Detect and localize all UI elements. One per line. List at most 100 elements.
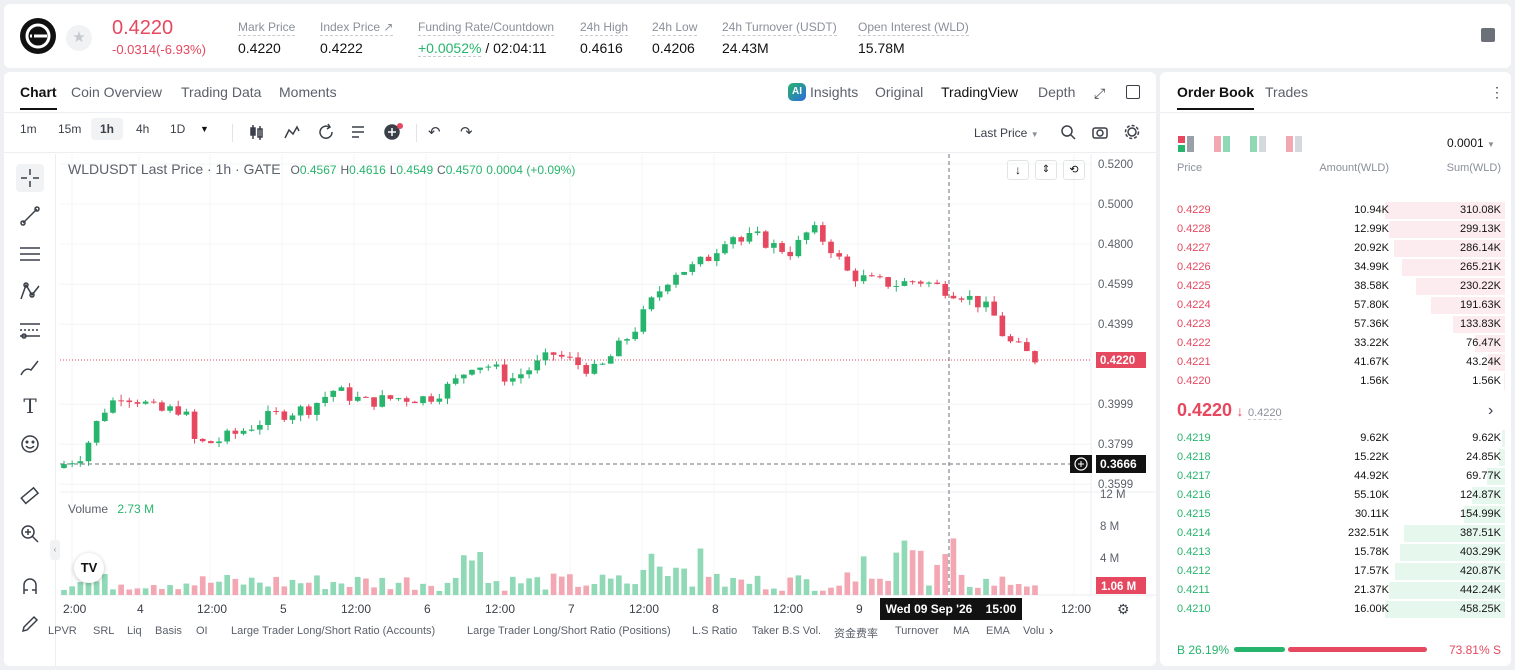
fullscreen-icon[interactable]: ⤢ (1094, 85, 1106, 101)
asks-row[interactable]: 0.4227 20.92K 286.14K (1160, 239, 1511, 258)
asks-row[interactable]: 0.4229 10.94K 310.08K (1160, 201, 1511, 220)
candlestick-chart[interactable]: 0.5200 0.5000 0.4800 0.4599 0.4399 0.3999 0.37… (4, 72, 1156, 666)
volume-bar (379, 577, 386, 595)
indicator-9[interactable]: 资金费率 (834, 628, 878, 640)
interval-15m[interactable]: 15m (58, 122, 82, 136)
volume-bar (509, 576, 516, 595)
price-type-select[interactable]: Last Price ▼ (974, 126, 1039, 140)
zoom-icon[interactable] (16, 520, 44, 548)
bids-row[interactable]: 0.4216 55.10K 124.87K (1160, 486, 1511, 505)
collapse-icon[interactable]: ⇕ (1035, 160, 1057, 180)
redo-icon[interactable]: ↷ (460, 124, 473, 141)
lock-pencil-icon[interactable] (16, 610, 44, 638)
bids-row[interactable]: 0.4215 30.11K 154.99K (1160, 505, 1511, 524)
candle-body (811, 225, 818, 233)
volume-bar (265, 586, 271, 595)
fib-icon[interactable] (16, 316, 44, 344)
more-icon[interactable]: ⋮ (1490, 84, 1504, 100)
favorite-star-icon[interactable]: ★ (66, 25, 92, 51)
asks-row[interactable]: 0.4228 12.99K 299.13K (1160, 220, 1511, 239)
brush-icon[interactable] (16, 354, 44, 382)
bids-row[interactable]: 0.4219 9.62K 9.62K (1160, 429, 1511, 448)
volume-bar (110, 589, 116, 595)
ob-tab-order-book[interactable]: Order Book (1177, 84, 1255, 110)
asks-row[interactable]: 0.4224 57.80K 191.63K (1160, 296, 1511, 315)
market-header: ★ 0.4220 -0.0314(-6.93%) Mark Price 0.422… (4, 4, 1511, 68)
indicator-4[interactable]: OI (196, 625, 208, 637)
indicator-7[interactable]: L.S Ratio (692, 625, 738, 637)
indicator-0[interactable]: LPVR (48, 625, 77, 637)
more-indicators-icon[interactable]: › (1049, 623, 1054, 638)
scroll-down-icon[interactable]: ↓ (1007, 160, 1029, 180)
indicator-3[interactable]: Basis (155, 625, 182, 637)
magnet-icon[interactable] (16, 572, 44, 600)
pattern-icon[interactable] (16, 278, 44, 306)
tab-trading-data[interactable]: Trading Data (181, 84, 262, 100)
ob-tab-trades[interactable]: Trades (1265, 84, 1309, 100)
indicator-6[interactable]: Large Trader Long/Short Ratio (Positions… (467, 625, 671, 637)
chevron-right-icon[interactable]: › (1488, 402, 1494, 419)
view-tab-insights[interactable]: Insights (810, 84, 859, 100)
interval-1m[interactable]: 1m (20, 122, 37, 136)
indicator-11[interactable]: MA (953, 625, 970, 637)
ruler-icon[interactable] (16, 482, 44, 510)
mid-price[interactable]: 0.4220 ↓ 0.4220 (1177, 400, 1282, 421)
asks-row[interactable]: 0.4225 38.58K 230.22K (1160, 277, 1511, 296)
tab-moments[interactable]: Moments (279, 84, 337, 100)
bids-row[interactable]: 0.4217 44.92K 69.77K (1160, 467, 1511, 486)
indicator-10[interactable]: Turnover (895, 625, 939, 637)
window-icon[interactable] (1126, 85, 1140, 99)
bids-row[interactable]: 0.4210 16.00K 458.25K (1160, 600, 1511, 619)
indicator-13[interactable]: Volu (1023, 625, 1045, 637)
axis-settings-icon[interactable]: ⚙ (1117, 601, 1130, 617)
asks-row[interactable]: 0.4221 41.67K 43.24K (1160, 353, 1511, 372)
stat-label[interactable]: Index Price ↗ (320, 20, 394, 36)
tab-chart[interactable]: Chart (20, 84, 57, 110)
volume-bar (1015, 584, 1022, 595)
view-tab-original[interactable]: Original (875, 84, 924, 100)
volume-bar (371, 587, 377, 595)
view-tab-tradingview[interactable]: TradingView (941, 84, 1019, 100)
interval-1h[interactable]: 1h (91, 118, 124, 140)
reset-icon[interactable]: ⟲ (1063, 160, 1085, 180)
volume-bar (673, 567, 679, 595)
order-price: 0.4212 (1177, 565, 1211, 577)
asks-row[interactable]: 0.4222 33.22K 76.47K (1160, 334, 1511, 353)
undo-icon[interactable]: ↶ (428, 124, 441, 141)
emoji-icon[interactable] (16, 430, 44, 458)
interval-1D[interactable]: 1D (170, 122, 186, 136)
volume-bar (150, 585, 157, 595)
cross-time-tag: Wed 09 Sep '26 15:00 (880, 598, 1022, 620)
text-tool-icon[interactable]: T (23, 394, 37, 418)
bids-row[interactable]: 0.4214 232.51K 387.51K (1160, 524, 1511, 543)
indicator-1[interactable]: SRL (93, 625, 115, 637)
indicator-2[interactable]: Liq (127, 625, 142, 637)
collapse-toolbar-icon[interactable]: ‹ (50, 540, 60, 560)
view-tab-depth[interactable]: Depth (1038, 84, 1076, 100)
precision-select[interactable]: 0.0001 ▼ (1447, 136, 1495, 150)
interval-4h[interactable]: 4h (136, 122, 150, 136)
interval-dropdown-icon[interactable]: ▼ (200, 124, 209, 134)
asks-row[interactable]: 0.4226 34.99K 265.21K (1160, 258, 1511, 277)
candle-body (909, 281, 916, 283)
bids-row[interactable]: 0.4211 21.37K 442.24K (1160, 581, 1511, 600)
bids-row[interactable]: 0.4212 17.57K 420.87K (1160, 562, 1511, 581)
order-amount: 9.62K (1360, 432, 1389, 444)
stat-label[interactable]: Funding Rate/Countdown (418, 20, 555, 36)
indicator-12[interactable]: EMA (986, 625, 1010, 637)
indicator-5[interactable]: Large Trader Long/Short Ratio (Accounts) (231, 625, 436, 637)
crosshair-icon[interactable] (16, 164, 44, 192)
indicator-8[interactable]: Taker B.S Vol. (752, 625, 822, 637)
bids-row[interactable]: 0.4218 15.22K 24.85K (1160, 448, 1511, 467)
bids-row[interactable]: 0.4213 15.78K 403.29K (1160, 543, 1511, 562)
order-price: 0.4226 (1177, 261, 1211, 273)
volume-bar (550, 573, 557, 595)
asks-row[interactable]: 0.4223 57.36K 133.83K (1160, 315, 1511, 334)
horizontal-lines-icon[interactable] (16, 240, 44, 268)
volume-bar (713, 573, 720, 595)
asks-row[interactable]: 0.4220 1.56K 1.56K (1160, 372, 1511, 391)
notes-icon[interactable] (1481, 28, 1495, 42)
volume-bar (167, 585, 173, 595)
trend-line-icon[interactable] (16, 202, 44, 230)
tab-coin-overview[interactable]: Coin Overview (71, 84, 163, 100)
